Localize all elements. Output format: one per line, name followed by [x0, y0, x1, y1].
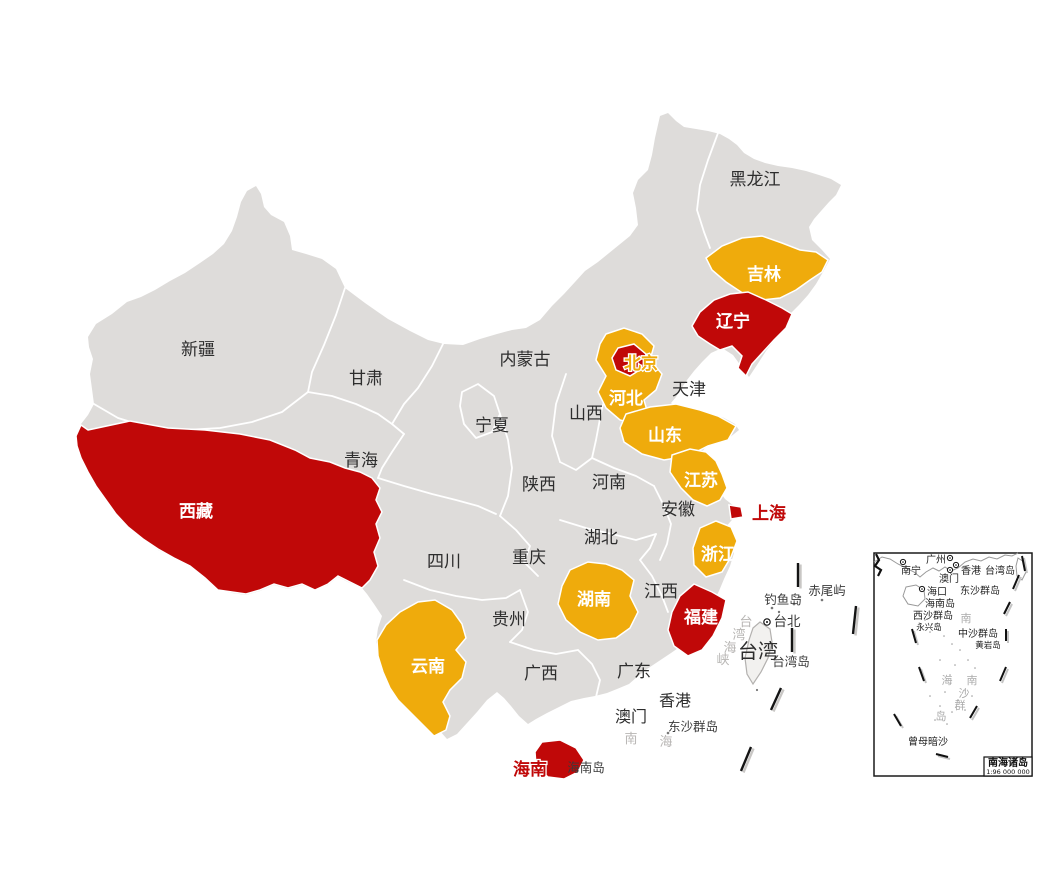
- nine-dash-line: [739, 563, 860, 773]
- province-shape-xizang[interactable]: [75, 420, 383, 595]
- label-dongshaqundao: 东沙群岛: [668, 719, 718, 734]
- label-guangdong: 广东: [617, 662, 651, 682]
- label-heilongjiang: 黑龙江: [730, 170, 781, 190]
- inset-label-taiwandao: 台湾岛: [985, 564, 1015, 577]
- label-hongkong: 香港: [659, 691, 691, 710]
- label-yunnan: 云南: [411, 656, 445, 677]
- label-chongqing: 重庆: [512, 548, 546, 568]
- label-jiangsu: 江苏: [684, 470, 718, 491]
- label-qinghai: 青海: [344, 451, 378, 471]
- island-dots: [666, 595, 824, 735]
- inset-label-dongsha: 东沙群岛: [960, 584, 1000, 597]
- label-hubei: 湖北: [584, 528, 618, 548]
- inset-label-huangyandao: 黄岩岛: [975, 640, 1001, 651]
- taipei-marker: [763, 618, 771, 626]
- label-chiweiyu: 赤尾屿: [808, 583, 846, 598]
- inset-border: [873, 552, 1033, 777]
- inset-map: 南宁 广州 香港 澳门 海口 台湾岛 东沙群岛 海南岛 西沙群岛 永兴岛 中沙群…: [873, 552, 1033, 777]
- label-guizhou: 贵州: [492, 610, 526, 630]
- inset-label-xisha: 西沙群岛: [913, 609, 953, 622]
- label-hebei: 河北: [609, 389, 643, 409]
- label-shandong: 山东: [648, 425, 682, 446]
- inset-island-dots: [924, 617, 976, 725]
- label-hunan: 湖南: [577, 589, 611, 610]
- inset-sea-char-1: 南: [961, 612, 972, 625]
- inset-city-markers: [899, 554, 960, 593]
- inset-label-guangzhou: 广州: [926, 554, 946, 566]
- red-provinces: [75, 291, 793, 780]
- inset-sea-char-6: 岛: [936, 709, 947, 723]
- inset-label-hainandao: 海南岛: [925, 597, 955, 610]
- label-tianjin: 天津: [672, 380, 706, 400]
- label-hainan: 海南: [513, 759, 547, 780]
- label-xizang: 西藏: [179, 502, 213, 522]
- province-shape-jilin[interactable]: [705, 235, 829, 301]
- inset-label-yongxingdao: 永兴岛: [916, 622, 942, 633]
- label-shaanxi: 陕西: [522, 475, 556, 495]
- province-shape-liaoning[interactable]: [691, 291, 793, 378]
- inset-sea-char-4: 沙: [959, 687, 970, 700]
- sea-label-southsea-1: 南: [624, 731, 637, 747]
- inset-scale: 1:96 000 000: [986, 768, 1030, 776]
- sea-label-taiwan-strait-1: 台: [739, 615, 752, 630]
- sea-label-taiwan-strait-2: 湾: [732, 627, 745, 643]
- province-shape-shandong[interactable]: [619, 403, 738, 461]
- inset-sea-char-3: 南: [967, 674, 978, 687]
- label-shanxi: 山西: [569, 404, 603, 424]
- label-taiwandao: 台湾岛: [772, 654, 810, 669]
- province-shape-shanghai[interactable]: [728, 504, 744, 520]
- label-liaoning: 辽宁: [716, 311, 750, 332]
- inset-sea-char-5: 群: [955, 698, 966, 712]
- province-shape-beijing[interactable]: [611, 343, 647, 377]
- label-ningxia: 宁夏: [475, 416, 509, 436]
- label-beijing: 北京: [624, 353, 658, 374]
- inset-label-zhongsha: 中沙群岛: [958, 627, 998, 640]
- label-taiwan: 台湾: [738, 639, 778, 663]
- label-anhui: 安徽: [661, 500, 695, 520]
- label-xinjiang: 新疆: [181, 340, 215, 360]
- inset-sea-char-2: 海: [942, 673, 953, 687]
- orange-provinces: [376, 235, 829, 737]
- inset-label-zengmuansha: 曾母暗沙: [908, 735, 948, 748]
- province-shape-jiangsu[interactable]: [669, 448, 728, 507]
- label-shanghai: 上海: [752, 503, 786, 524]
- label-macau: 澳门: [615, 707, 647, 726]
- province-shape-fujian[interactable]: [667, 583, 727, 657]
- inset-label-nanning: 南宁: [901, 564, 921, 577]
- sea-label-taiwan-strait-3: 海: [723, 641, 736, 656]
- label-jilin: 吉林: [747, 264, 781, 285]
- province-shape-yunnan[interactable]: [376, 599, 467, 737]
- label-gansu: 甘肃: [349, 369, 383, 389]
- label-henan: 河南: [592, 473, 626, 493]
- inset-label-macau: 澳门: [939, 572, 959, 585]
- sea-label-southsea-2: 海: [659, 735, 672, 750]
- inset-title: 南海诸岛: [988, 756, 1028, 769]
- province-borders: [93, 132, 719, 698]
- inset-label-haikou: 海口: [927, 585, 947, 598]
- label-taibei: 台北: [774, 614, 802, 630]
- label-diaoyudao: 钓鱼岛: [764, 592, 802, 607]
- label-neimenggu: 内蒙古: [500, 350, 551, 370]
- label-zhejiang: 浙江: [701, 544, 735, 565]
- label-hainandao: 海南岛: [567, 760, 605, 775]
- inset-dash-line: [893, 555, 1028, 760]
- label-jiangxi: 江西: [644, 582, 678, 602]
- province-shape-zhejiang[interactable]: [692, 520, 738, 578]
- inset-label-hongkong: 香港: [961, 565, 981, 577]
- province-shape-hunan[interactable]: [557, 561, 639, 641]
- label-guangxi: 广西: [524, 664, 558, 684]
- inset-coast-bold: [873, 553, 883, 577]
- province-shape-hainan[interactable]: [534, 739, 585, 780]
- province-shape-taiwan[interactable]: [744, 621, 773, 686]
- label-fujian: 福建: [683, 607, 718, 628]
- label-sichuan: 四川: [427, 552, 461, 572]
- inset-title-box: 南海诸岛 1:96 000 000: [983, 756, 1033, 777]
- sea-label-taiwan-strait-4: 峡: [716, 653, 729, 668]
